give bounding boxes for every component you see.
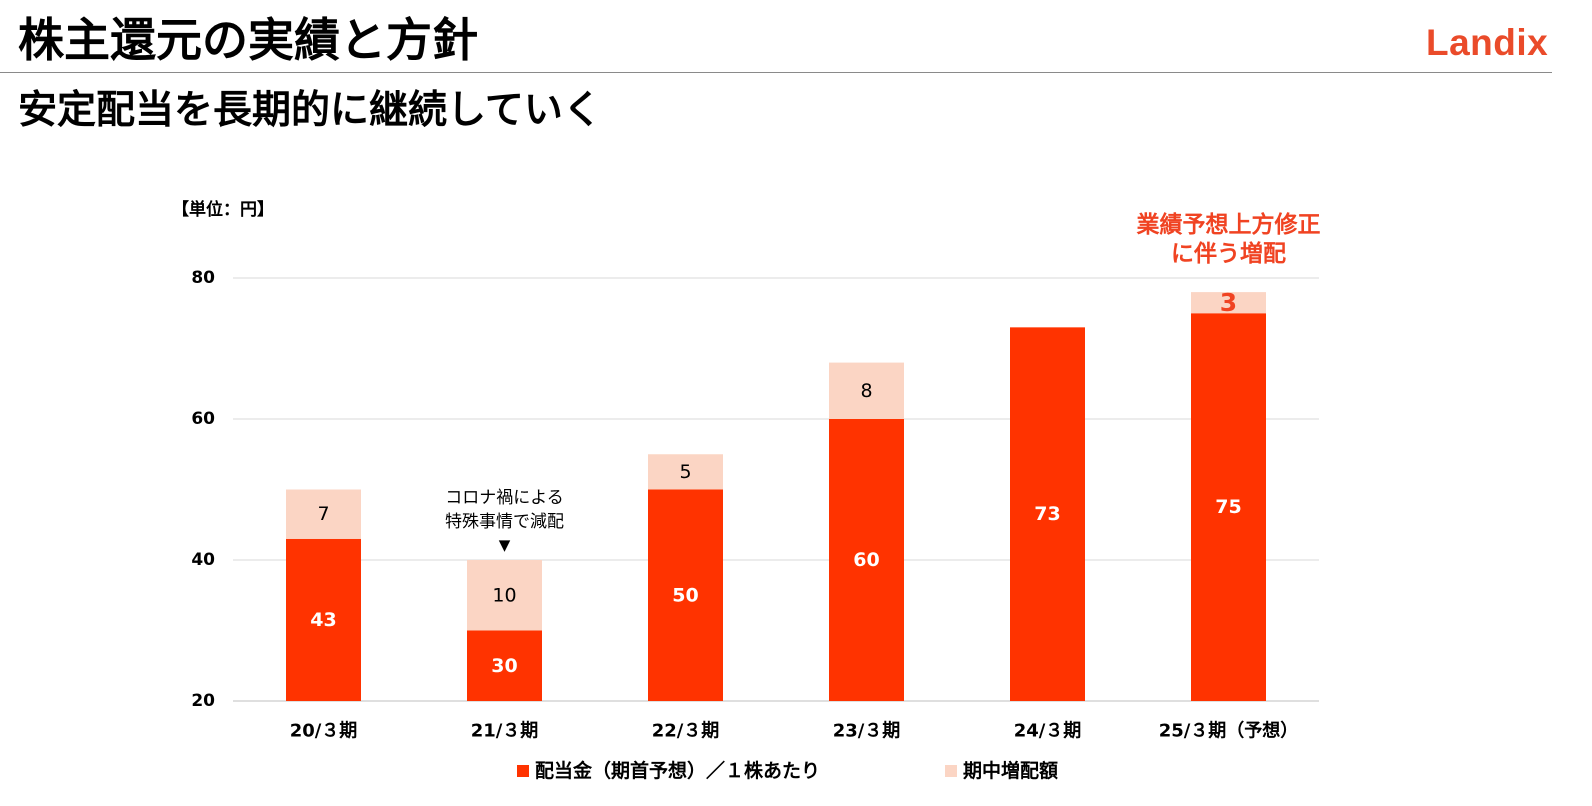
y-tick-label: 60 (191, 409, 215, 429)
annotation-line: 特殊事情で減配 (445, 512, 564, 532)
page-subtitle: 安定配当を長期的に継続していく (18, 88, 602, 133)
y-tick-label: 80 (191, 268, 215, 288)
data-label-base: 30 (491, 655, 517, 677)
legend-swatch-increase (945, 765, 957, 777)
legend-swatch-base (517, 765, 529, 777)
annotation-line: 業績予想上方修正 (1136, 211, 1321, 238)
bar-increase-3 (829, 362, 904, 419)
data-label-increase: 7 (317, 503, 329, 525)
bar-increase-1 (467, 560, 542, 631)
bar-base-4 (1010, 327, 1085, 701)
x-tick-label: 21/３期 (471, 721, 539, 742)
company-logo: Landix (1426, 22, 1549, 63)
legend-item-base-dividend: 配当金（期首予想）／１株あたり (517, 759, 820, 783)
x-tick-label: 24/３期 (1014, 721, 1082, 742)
y-tick-label: 40 (191, 550, 215, 570)
annotation-line: コロナ禍による (445, 488, 564, 508)
bar-base-3 (829, 419, 904, 701)
title-divider (0, 72, 1552, 73)
data-label-base: 73 (1034, 503, 1060, 525)
y-tick-label: 20 (191, 691, 215, 711)
data-label-base: 43 (310, 609, 336, 631)
legend-label-increase: 期中増配額 (963, 760, 1059, 782)
data-label-base: 75 (1215, 496, 1241, 518)
annotation-line: に伴う増配 (1171, 240, 1286, 267)
bar-base-2 (648, 489, 723, 701)
data-label-base: 60 (853, 549, 879, 571)
x-tick-label: 25/３期（予想） (1159, 720, 1299, 742)
x-tick-label: 23/３期 (833, 721, 901, 742)
data-label-base: 50 (672, 584, 698, 606)
legend-item-increase: 期中増配額 (945, 759, 1058, 783)
data-label-increase: 10 (492, 584, 516, 606)
bar-base-0 (286, 538, 361, 701)
bar-increase-0 (286, 489, 361, 539)
legend-label-base: 配当金（期首予想）／１株あたり (535, 760, 821, 782)
bar-base-5 (1191, 313, 1266, 701)
data-label-increase: 5 (679, 461, 691, 483)
data-label-increase: 3 (1220, 288, 1237, 317)
bar-increase-5 (1191, 292, 1266, 314)
annotation-marker: ▼ (499, 536, 511, 554)
bar-increase-2 (648, 454, 723, 490)
data-label-increase: 8 (860, 380, 872, 402)
chart-unit-label: 【単位：円】 (172, 200, 274, 220)
x-tick-label: 22/３期 (652, 721, 720, 742)
page-title: 株主還元の実績と方針 (18, 13, 478, 67)
x-tick-label: 20/３期 (290, 721, 358, 742)
bar-base-1 (467, 630, 542, 701)
